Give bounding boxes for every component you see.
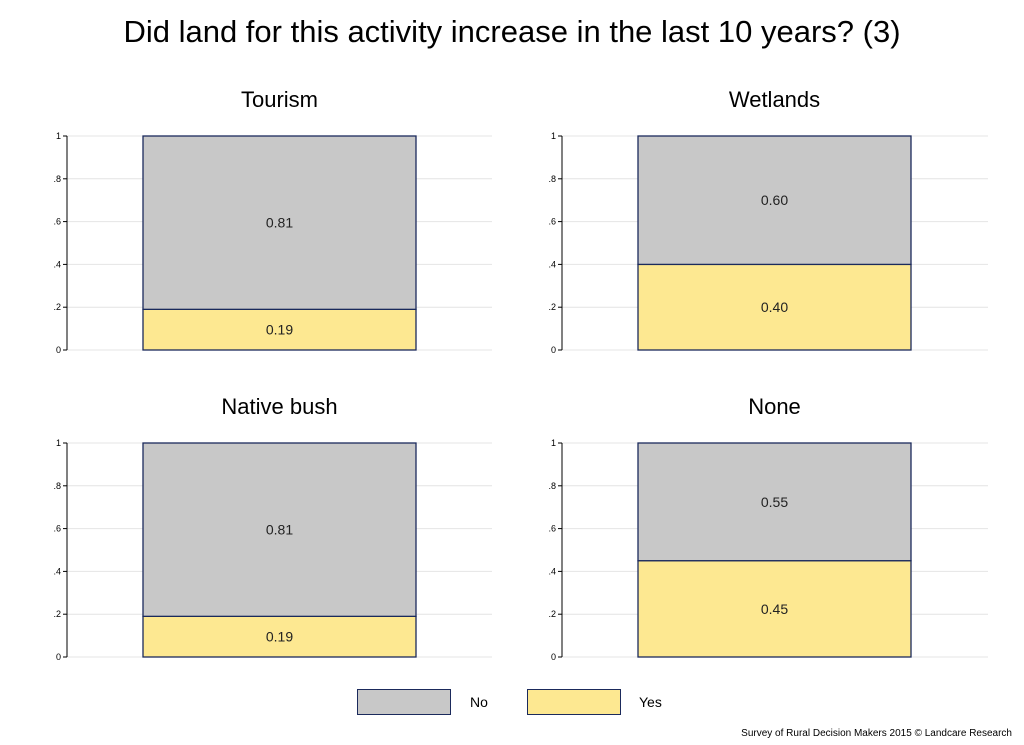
bar-segment-no bbox=[637, 442, 912, 562]
chart-title: Did land for this activity increase in t… bbox=[123, 14, 901, 49]
bar-segment-no bbox=[637, 135, 912, 266]
y-tick-label: 0 bbox=[56, 345, 61, 355]
y-tick-label: 0 bbox=[551, 345, 556, 355]
bar-segment-no bbox=[142, 442, 417, 617]
y-tick-label: .2 bbox=[53, 302, 61, 312]
y-tick-label: 1 bbox=[56, 131, 61, 141]
y-tick-label: .4 bbox=[548, 259, 556, 269]
footer-credit: Survey of Rural Decision Makers 2015 © L… bbox=[741, 728, 1012, 739]
y-tick-label: 0 bbox=[56, 652, 61, 662]
y-tick-label: .4 bbox=[53, 566, 61, 576]
data-label-yes: 0.40 bbox=[761, 299, 788, 315]
y-tick-label: .8 bbox=[53, 174, 61, 184]
panel-title-wetlands: Wetlands bbox=[729, 87, 820, 112]
bar-segment-yes bbox=[142, 308, 417, 351]
y-tick-label: .6 bbox=[53, 524, 61, 534]
y-tick-label: .2 bbox=[548, 609, 556, 619]
y-tick-label: .8 bbox=[53, 481, 61, 491]
bar-segment-yes bbox=[637, 560, 912, 658]
data-label-yes: 0.45 bbox=[761, 601, 788, 617]
y-tick-label: .8 bbox=[548, 481, 556, 491]
data-label-no: 0.81 bbox=[266, 522, 293, 538]
data-label-yes: 0.19 bbox=[266, 629, 293, 645]
y-tick-label: 1 bbox=[551, 131, 556, 141]
y-tick-label: .6 bbox=[53, 217, 61, 227]
bar-segment-yes bbox=[142, 615, 417, 658]
panel-title-tourism: Tourism bbox=[241, 87, 318, 112]
y-tick-label: 0 bbox=[551, 652, 556, 662]
bar-segment-yes bbox=[637, 263, 912, 351]
y-tick-label: .4 bbox=[53, 259, 61, 269]
y-tick-label: 1 bbox=[56, 438, 61, 448]
data-label-no: 0.55 bbox=[761, 494, 788, 510]
y-tick-label: .6 bbox=[548, 217, 556, 227]
y-tick-label: .4 bbox=[548, 566, 556, 576]
y-tick-label: .6 bbox=[548, 524, 556, 534]
panel-title-none: None bbox=[748, 394, 801, 419]
data-label-yes: 0.19 bbox=[266, 322, 293, 338]
data-label-no: 0.60 bbox=[761, 192, 788, 208]
data-label-no: 0.81 bbox=[266, 215, 293, 231]
bar-segment-no bbox=[142, 135, 417, 310]
y-tick-label: .2 bbox=[548, 302, 556, 312]
y-tick-label: .2 bbox=[53, 609, 61, 619]
panel-title-native-bush: Native bush bbox=[221, 394, 337, 419]
y-tick-label: 1 bbox=[551, 438, 556, 448]
y-tick-label: .8 bbox=[548, 174, 556, 184]
